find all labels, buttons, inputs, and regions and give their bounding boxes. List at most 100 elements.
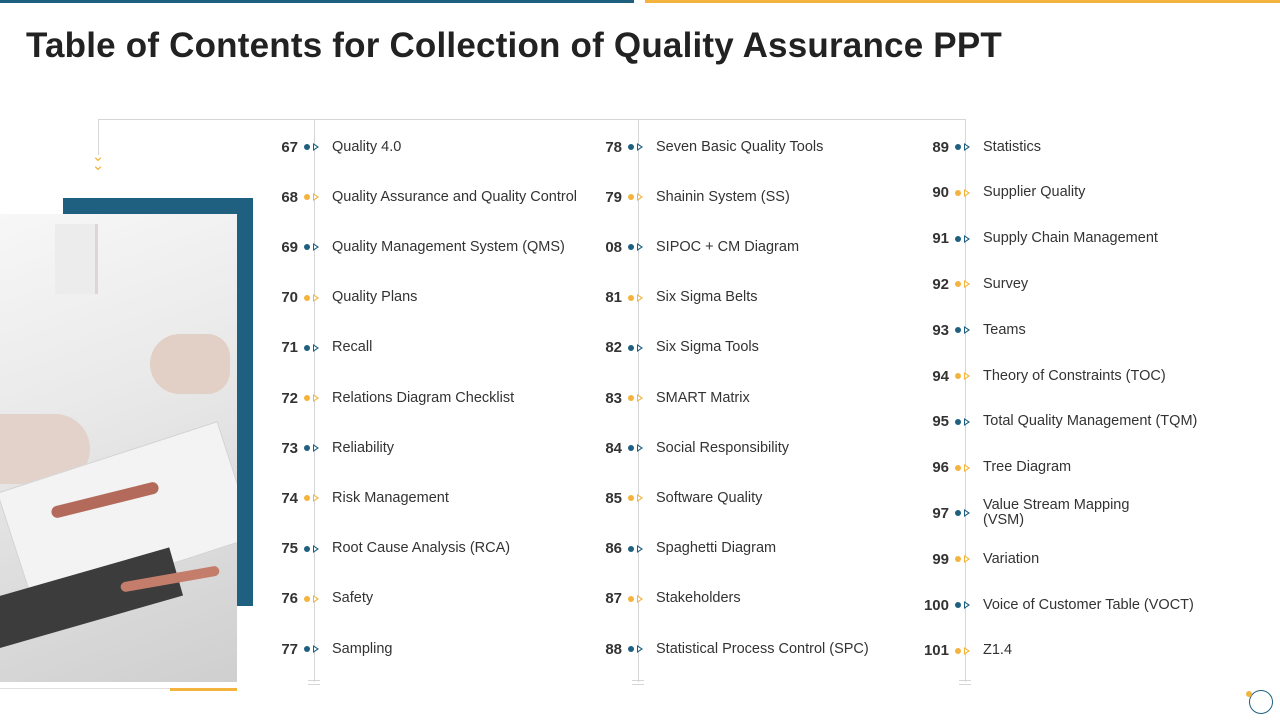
toc-item-number: 71	[281, 339, 298, 357]
toc-item-label: Six Sigma Belts	[656, 289, 758, 306]
toc-item-number: 87	[605, 590, 622, 608]
toc-item: 74 Risk Management	[264, 488, 449, 508]
toc-item-number: 96	[932, 459, 949, 477]
play-arrow-icon	[637, 293, 643, 302]
toc-item-number: 97	[932, 504, 949, 522]
toc-item-label: Quality 4.0	[332, 138, 402, 155]
toc-item: 86 Spaghetti Diagram	[588, 539, 776, 559]
play-arrow-icon	[637, 193, 643, 202]
column-cap-3	[959, 680, 971, 685]
toc-item-label: Shainin System (SS)	[656, 188, 790, 205]
toc-item-number: 86	[605, 540, 622, 558]
play-arrow-icon	[313, 193, 319, 202]
bullet-dot-icon	[955, 189, 961, 196]
bullet-dot-icon	[628, 144, 634, 150]
toc-item-label: Voice of Customer Table (VOCT)	[983, 596, 1194, 613]
corner-dot-icon	[1246, 691, 1252, 697]
toc-item: 73 Reliability	[264, 438, 394, 458]
toc-item-label: Variation	[983, 550, 1040, 567]
bullet-dot-icon	[304, 344, 310, 351]
bullet-dot-icon	[955, 602, 961, 608]
toc-item: 87 Stakeholders	[588, 589, 741, 609]
play-arrow-icon	[637, 645, 643, 653]
bullet-dot-icon	[628, 445, 634, 452]
play-arrow-icon	[964, 326, 970, 335]
toc-item-label: Quality Management System (QMS)	[332, 238, 565, 255]
bullet-dot-icon	[304, 595, 310, 602]
bullet-dot-icon	[628, 545, 634, 552]
toc-item-label: Sampling	[332, 640, 393, 657]
play-arrow-icon	[313, 293, 319, 302]
toc-item: 81 Six Sigma Belts	[588, 288, 758, 308]
bullet-dot-icon	[955, 418, 961, 425]
toc-item: 70 Quality Plans	[264, 288, 417, 308]
toc-item: 89 Statistics	[915, 137, 1041, 157]
top-bar-blue	[0, 0, 634, 3]
toc-item: 69 Quality Management System (QMS)	[264, 237, 565, 257]
play-arrow-icon	[313, 143, 319, 151]
bullet-dot-icon	[628, 595, 634, 602]
bullet-dot-icon	[304, 395, 310, 401]
toc-item-number: 85	[605, 489, 622, 507]
play-arrow-icon	[964, 143, 970, 151]
play-arrow-icon	[964, 188, 970, 197]
toc-item-label: Reliability	[332, 439, 395, 456]
play-arrow-icon	[637, 243, 643, 252]
toc-item-number: 68	[281, 188, 298, 206]
toc-item-number: 08	[605, 238, 622, 256]
bullet-dot-icon	[955, 464, 961, 471]
bullet-dot-icon	[304, 495, 310, 502]
toc-item-number: 90	[932, 184, 949, 202]
toc-item-number: 92	[932, 275, 949, 293]
toc-item-number: 83	[605, 389, 622, 407]
play-arrow-icon	[313, 544, 319, 553]
toc-item-label: Theory of Constraints (TOC)	[983, 367, 1166, 384]
play-arrow-icon	[637, 143, 643, 151]
toc-item-number: 75	[281, 540, 298, 558]
top-bar-orange	[645, 0, 1280, 3]
toc-item: 85 Software Quality	[588, 488, 762, 508]
toc-item-label: Relations Diagram Checklist	[332, 389, 515, 406]
bullet-dot-icon	[304, 144, 310, 150]
toc-item-number: 74	[281, 489, 298, 507]
play-arrow-icon	[637, 494, 643, 503]
toc-item-label: Stakeholders	[656, 590, 741, 607]
bullet-dot-icon	[628, 344, 634, 351]
toc-item-label: Root Cause Analysis (RCA)	[332, 540, 511, 557]
toc-item-label: Tree Diagram	[983, 459, 1072, 476]
toc-item: 79 Shainin System (SS)	[588, 187, 790, 207]
toc-item-number: 88	[605, 640, 622, 658]
play-arrow-icon	[964, 646, 970, 655]
toc-item-label: Survey	[983, 275, 1029, 292]
bullet-dot-icon	[955, 556, 961, 563]
play-arrow-icon	[637, 594, 643, 603]
connector-line-vertical	[98, 119, 99, 155]
toc-item: 72 Relations Diagram Checklist	[264, 388, 514, 408]
play-arrow-icon	[964, 234, 970, 243]
bullet-dot-icon	[955, 510, 961, 517]
bullet-dot-icon	[304, 244, 310, 251]
office-photo	[0, 214, 237, 682]
toc-item-number: 93	[932, 321, 949, 339]
toc-item: 67 Quality 4.0	[264, 137, 401, 157]
bullet-dot-icon	[955, 281, 961, 288]
toc-item-label: Social Responsibility	[656, 439, 789, 456]
bullet-dot-icon	[955, 235, 961, 242]
toc-item-number: 91	[932, 230, 949, 248]
toc-item-number: 82	[605, 339, 622, 357]
toc-item: 90 Supplier Quality	[915, 183, 1085, 203]
toc-item: 95 Total Quality Management (TQM)	[915, 412, 1197, 432]
toc-item: 83 SMART Matrix	[588, 388, 749, 408]
toc-item: 78 Seven Basic Quality Tools	[588, 137, 823, 157]
toc-item: 77 Sampling	[264, 639, 392, 659]
toc-item: 08 SIPOC + CM Diagram	[588, 237, 799, 257]
toc-item-label: Recall	[332, 339, 373, 356]
toc-item-number: 76	[281, 590, 298, 608]
play-arrow-icon	[637, 343, 643, 352]
play-arrow-icon	[313, 444, 319, 453]
toc-item-number: 69	[281, 238, 298, 256]
bullet-dot-icon	[304, 545, 310, 552]
bullet-dot-icon	[628, 194, 634, 201]
page-title: Table of Contents for Collection of Qual…	[26, 26, 1002, 65]
play-arrow-icon	[964, 280, 970, 289]
